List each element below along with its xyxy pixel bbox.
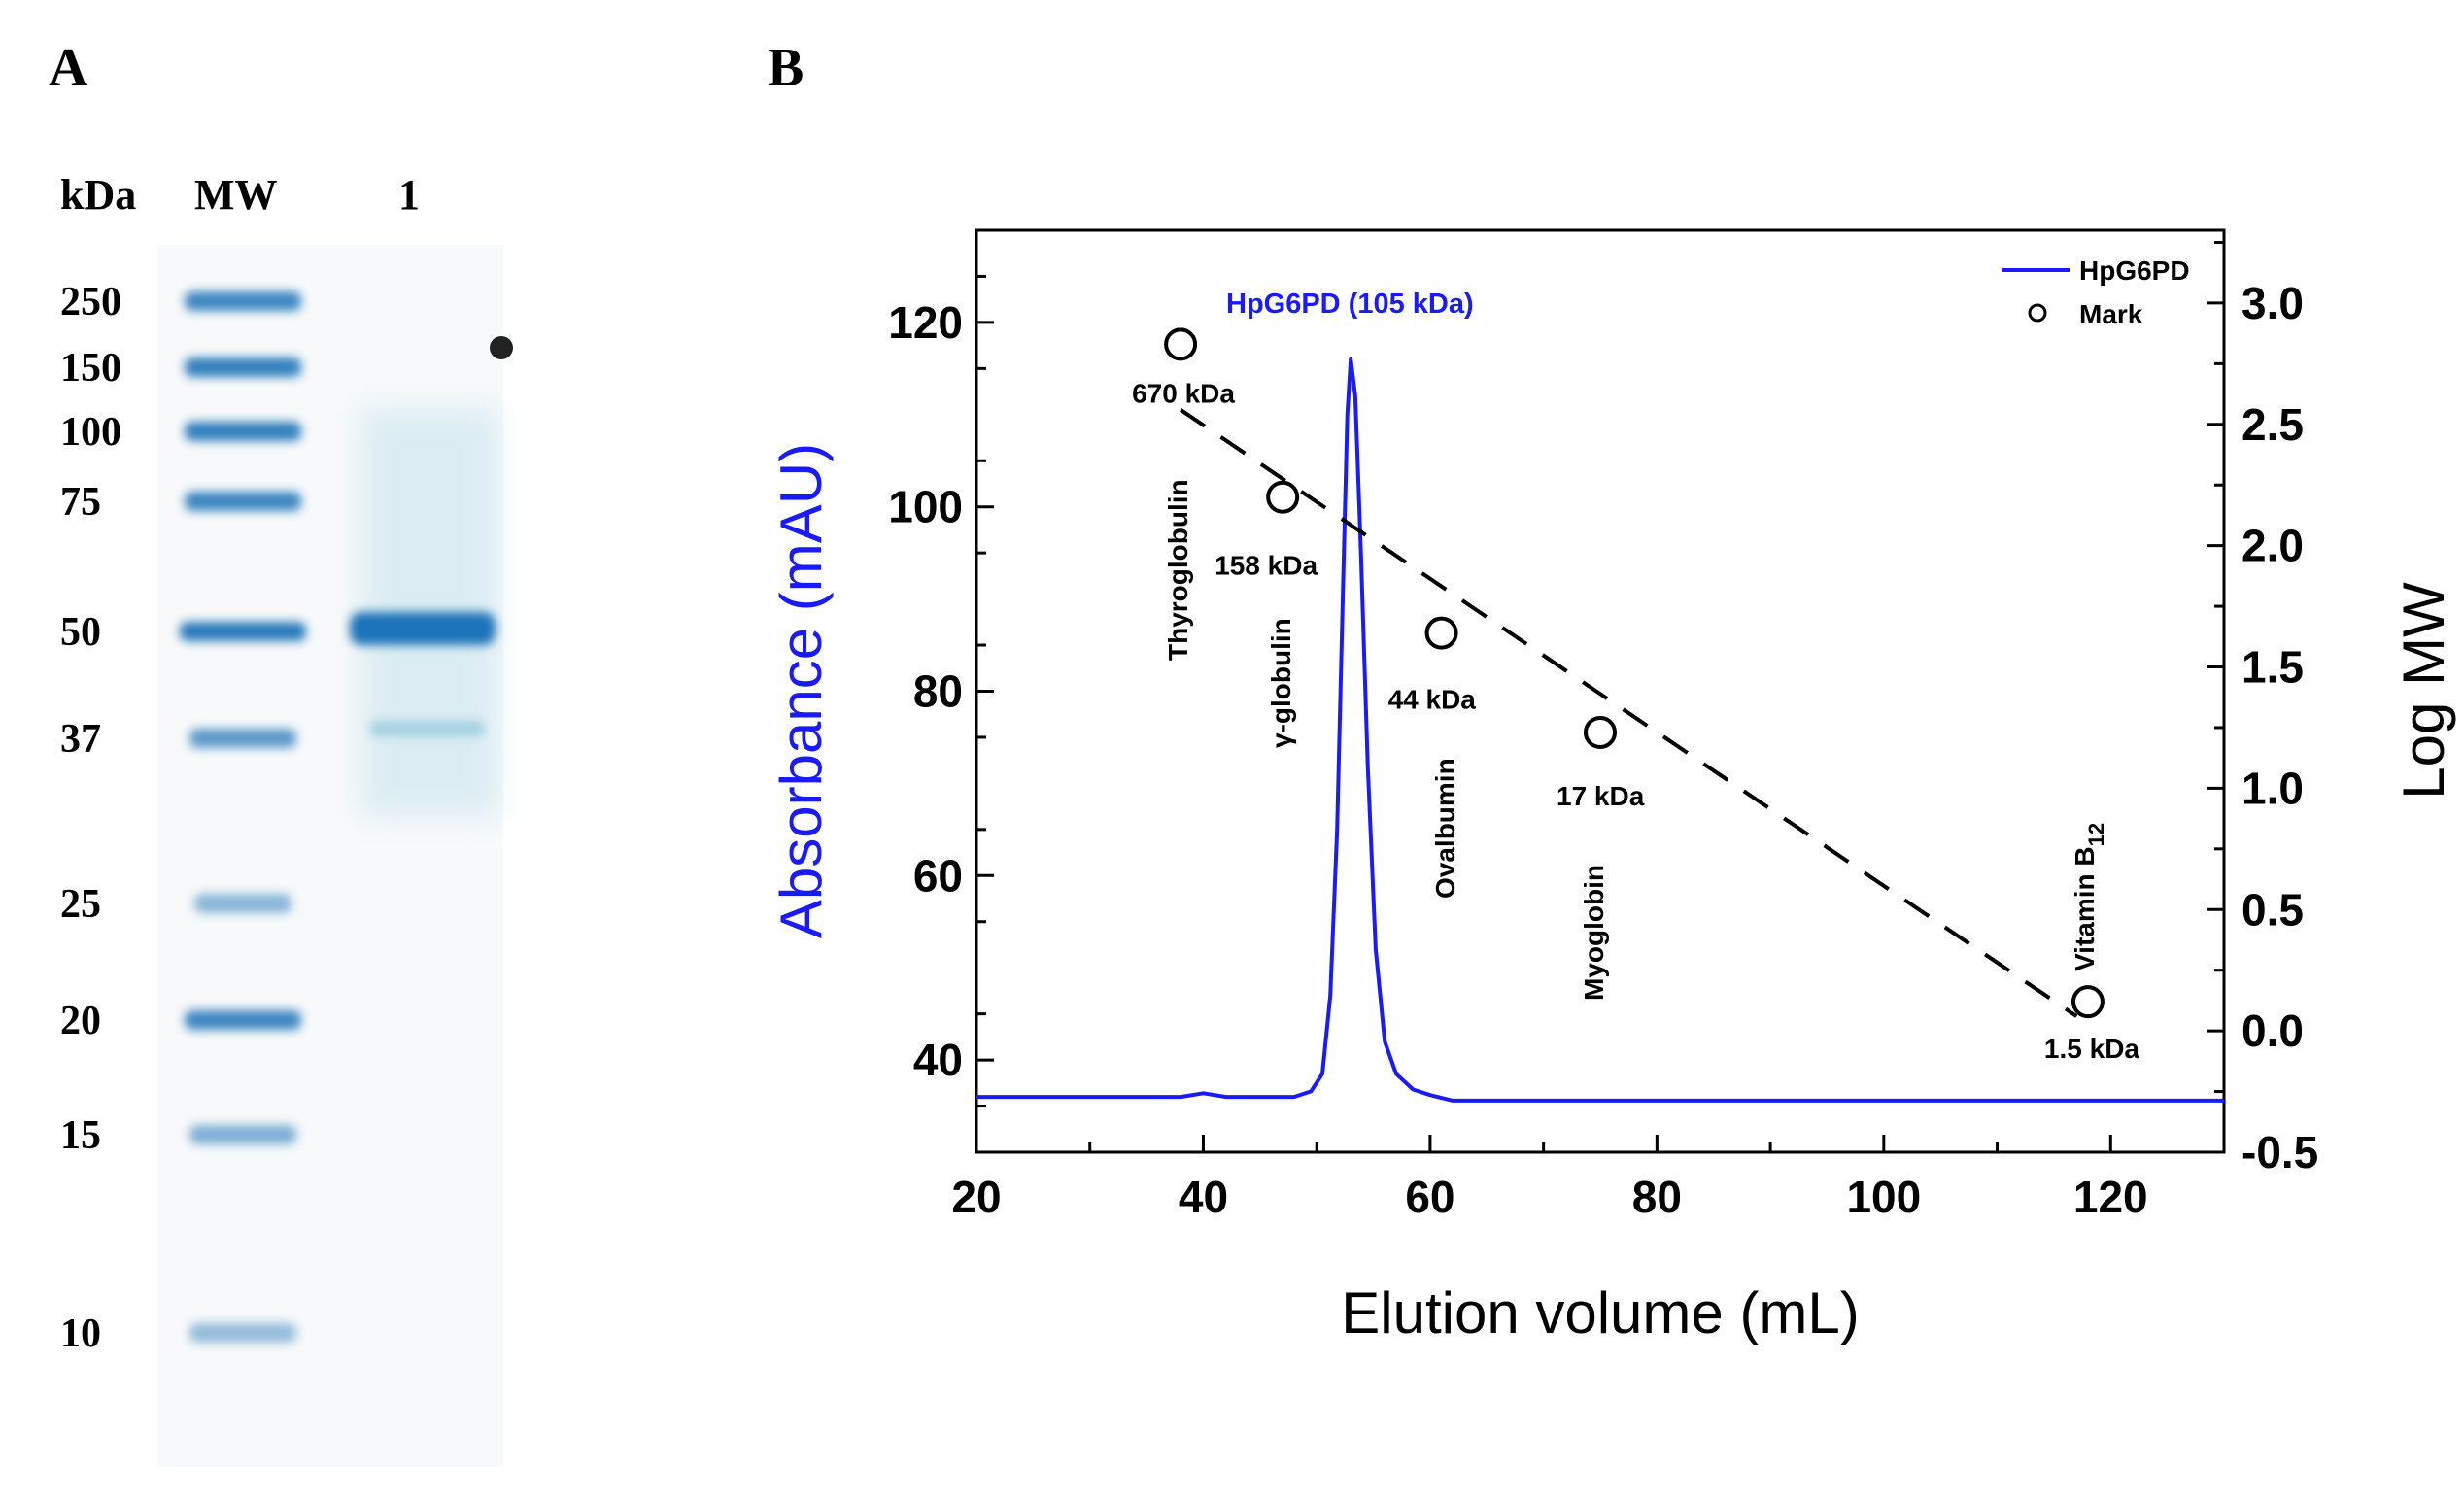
mark-mw-label: 44 kDa — [1388, 685, 1477, 715]
series-layer — [976, 357, 2224, 1103]
x-axis-title: Elution volume (mL) — [1341, 1280, 1860, 1345]
panel-b-label: B — [768, 38, 804, 98]
y-left-tick-label: 80 — [913, 666, 963, 717]
mark-mw-label: 158 kDa — [1215, 551, 1318, 581]
gel-header-mw: MW — [194, 171, 278, 219]
y-left-tick-label: 60 — [913, 850, 963, 901]
legend: HpG6PD Mark — [2002, 255, 2190, 329]
gel-ladder-band — [185, 492, 301, 511]
calibration-mark — [1424, 616, 1458, 650]
x-tick-label: 60 — [1405, 1172, 1454, 1222]
gel-ladder-band — [194, 894, 291, 913]
y-left-tick-label: 40 — [913, 1035, 963, 1085]
lane1-faint-band — [369, 721, 486, 736]
gel-marker-label: 75 — [60, 480, 101, 525]
peak-annotation: HpG6PD (105 kDa) — [1226, 289, 1474, 320]
legend-marks-swatch — [2028, 303, 2047, 323]
hpg6pd-trace — [976, 357, 2224, 1103]
y-right-tick-label: 2.5 — [2242, 399, 2304, 450]
gel-header-kda: kDa — [60, 171, 136, 219]
gel-marker-label: 100 — [60, 410, 121, 455]
mark-protein-label: Ovalbumin — [1430, 758, 1460, 899]
gel-marker-label: 15 — [60, 1113, 101, 1158]
mark-mw-label: 17 kDa — [1557, 781, 1645, 811]
mark-protein-label: Myoglobin — [1579, 865, 1609, 1001]
y-right-tick-label: 1.0 — [2242, 763, 2304, 813]
gel-ladder-band — [185, 1010, 301, 1030]
y-axis-right: -0.5 0.0 0.5 1.0 1.5 2.0 2.5 3.0 — [2207, 240, 2318, 1177]
x-axis: 20 40 60 80 100 120 — [951, 1135, 2148, 1222]
calibration-mark — [1584, 715, 1617, 749]
y-right-tick-label: 0.5 — [2242, 884, 2304, 935]
x-tick-label: 80 — [1632, 1172, 1682, 1222]
gel-marker-label: 20 — [60, 999, 101, 1043]
mark-mw-label: 670 kDa — [1132, 378, 1235, 408]
panel-a-label: A — [49, 38, 88, 98]
mark-protein-subscript: 12 — [2084, 823, 2108, 846]
gel-lane-1 — [350, 336, 513, 816]
y-axis-title-right: Log MW — [2391, 582, 2456, 800]
gel-ladder-band — [189, 729, 296, 748]
calibration-fit-line — [1179, 408, 2078, 1018]
mark-protein-label: Vitamin B12 — [2070, 823, 2108, 971]
gel-ladder-band — [189, 1323, 296, 1343]
gel-marker-labels: 250 150 100 75 50 37 25 20 15 10 — [60, 280, 121, 1356]
x-tick-label: 100 — [1846, 1172, 1921, 1222]
y-right-tick-label: -0.5 — [2242, 1127, 2318, 1177]
gel-ladder-lane — [180, 291, 306, 1343]
y-right-tick-label: 0.0 — [2242, 1005, 2304, 1056]
mark-mw-label: 1.5 kDa — [2044, 1034, 2139, 1064]
gel-ladder-band — [189, 1125, 296, 1144]
gel-marker-label: 10 — [60, 1311, 101, 1356]
gel-marker-label: 37 — [60, 717, 101, 762]
calibration-mark — [2070, 985, 2105, 1019]
y-axis-title-left: Absorbance (mAU) — [769, 443, 834, 938]
gel-marker-label: 150 — [60, 346, 121, 391]
marks-layer: 670 kDa Thyroglobulin 158 kDa γ-globulin 44 … — [1132, 327, 2139, 1064]
gel-ladder-band — [180, 622, 306, 641]
calibration-mark — [1266, 480, 1300, 514]
gel-header-lane1: 1 — [398, 171, 420, 219]
gel-marker-label: 250 — [60, 280, 121, 324]
y-right-tick-label: 1.5 — [2242, 642, 2304, 693]
x-tick-label: 20 — [951, 1172, 1001, 1222]
x-tick-label: 120 — [2073, 1172, 2148, 1222]
gel-ladder-band — [185, 422, 301, 441]
gel-dark-spot — [490, 336, 513, 359]
y-axis-left: 40 60 80 100 120 — [888, 274, 994, 1108]
legend-trace-label: HpG6PD — [2079, 255, 2190, 286]
y-right-tick-label: 3.0 — [2242, 278, 2304, 328]
y-left-tick-label: 100 — [888, 482, 963, 532]
legend-marks-label: Mark — [2079, 299, 2143, 329]
calibration-mark — [1164, 327, 1198, 361]
gel-marker-label: 50 — [60, 610, 101, 655]
gel-ladder-band — [185, 291, 301, 311]
x-tick-label: 40 — [1179, 1172, 1228, 1222]
y-right-tick-label: 2.0 — [2242, 521, 2304, 571]
gel-marker-label: 25 — [60, 882, 101, 927]
plot-frame — [975, 228, 2226, 1154]
mark-protein-label: γ-globulin — [1266, 618, 1296, 748]
sec-chart: 20 40 60 80 100 120 40 60 80 100 120 -0.5 0.0 0.5 1.… — [769, 228, 2456, 1345]
gel-ladder-band — [185, 357, 301, 377]
mark-protein-label: Thyroglobulin — [1163, 479, 1193, 661]
y-left-tick-label: 120 — [888, 297, 963, 348]
lane1-main-band — [350, 612, 496, 645]
